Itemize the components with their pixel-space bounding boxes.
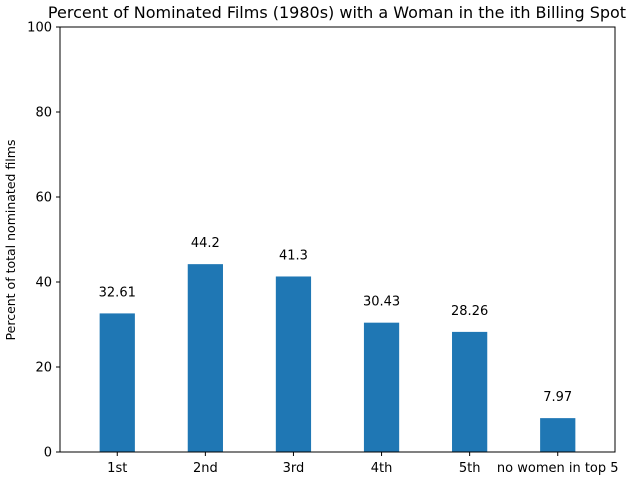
bar-value-label-1: 44.2 bbox=[191, 236, 220, 251]
bar-2 bbox=[275, 276, 312, 452]
x-tick-label-3: 4th bbox=[371, 461, 393, 476]
bar-value-label-4: 28.26 bbox=[451, 304, 488, 319]
bar-1 bbox=[187, 264, 223, 452]
y-tick-label-0: 0 bbox=[44, 446, 52, 461]
ticks-layer: 1st 2nd 3rd 4th 5th no women in top 5 0 20 40 60 8… bbox=[27, 21, 618, 477]
y-tick-label-2: 40 bbox=[35, 276, 52, 291]
x-tick-label-0: 1st bbox=[107, 461, 127, 476]
y-tick-label-1: 20 bbox=[35, 361, 52, 376]
x-tick-label-5: no women in top 5 bbox=[497, 461, 619, 476]
x-tick-label-4: 5th bbox=[459, 461, 481, 476]
bar-5 bbox=[540, 418, 576, 452]
y-tick-label-4: 80 bbox=[35, 106, 52, 121]
bar-4 bbox=[452, 331, 488, 452]
bar-value-label-3: 30.43 bbox=[363, 295, 400, 310]
x-tick-label-1: 2nd bbox=[193, 461, 218, 476]
bar-0 bbox=[99, 313, 135, 452]
plot-frame bbox=[59, 26, 616, 453]
y-axis-label: Percent of total nominated films bbox=[3, 140, 18, 341]
chart-title: Percent of Nominated Films (1980s) with … bbox=[48, 3, 626, 22]
bar-value-label-0: 32.61 bbox=[99, 285, 136, 300]
bars-layer: 32.61 44.2 41.3 30.43 28.26 7.97 bbox=[99, 236, 576, 452]
x-tick-label-2: 3rd bbox=[283, 461, 305, 476]
y-tick-label-3: 60 bbox=[35, 191, 52, 206]
bar-3 bbox=[363, 322, 400, 452]
bar-value-label-2: 41.3 bbox=[279, 248, 308, 263]
bar-value-label-5: 7.97 bbox=[543, 390, 572, 405]
y-tick-label-5: 100 bbox=[27, 21, 52, 36]
